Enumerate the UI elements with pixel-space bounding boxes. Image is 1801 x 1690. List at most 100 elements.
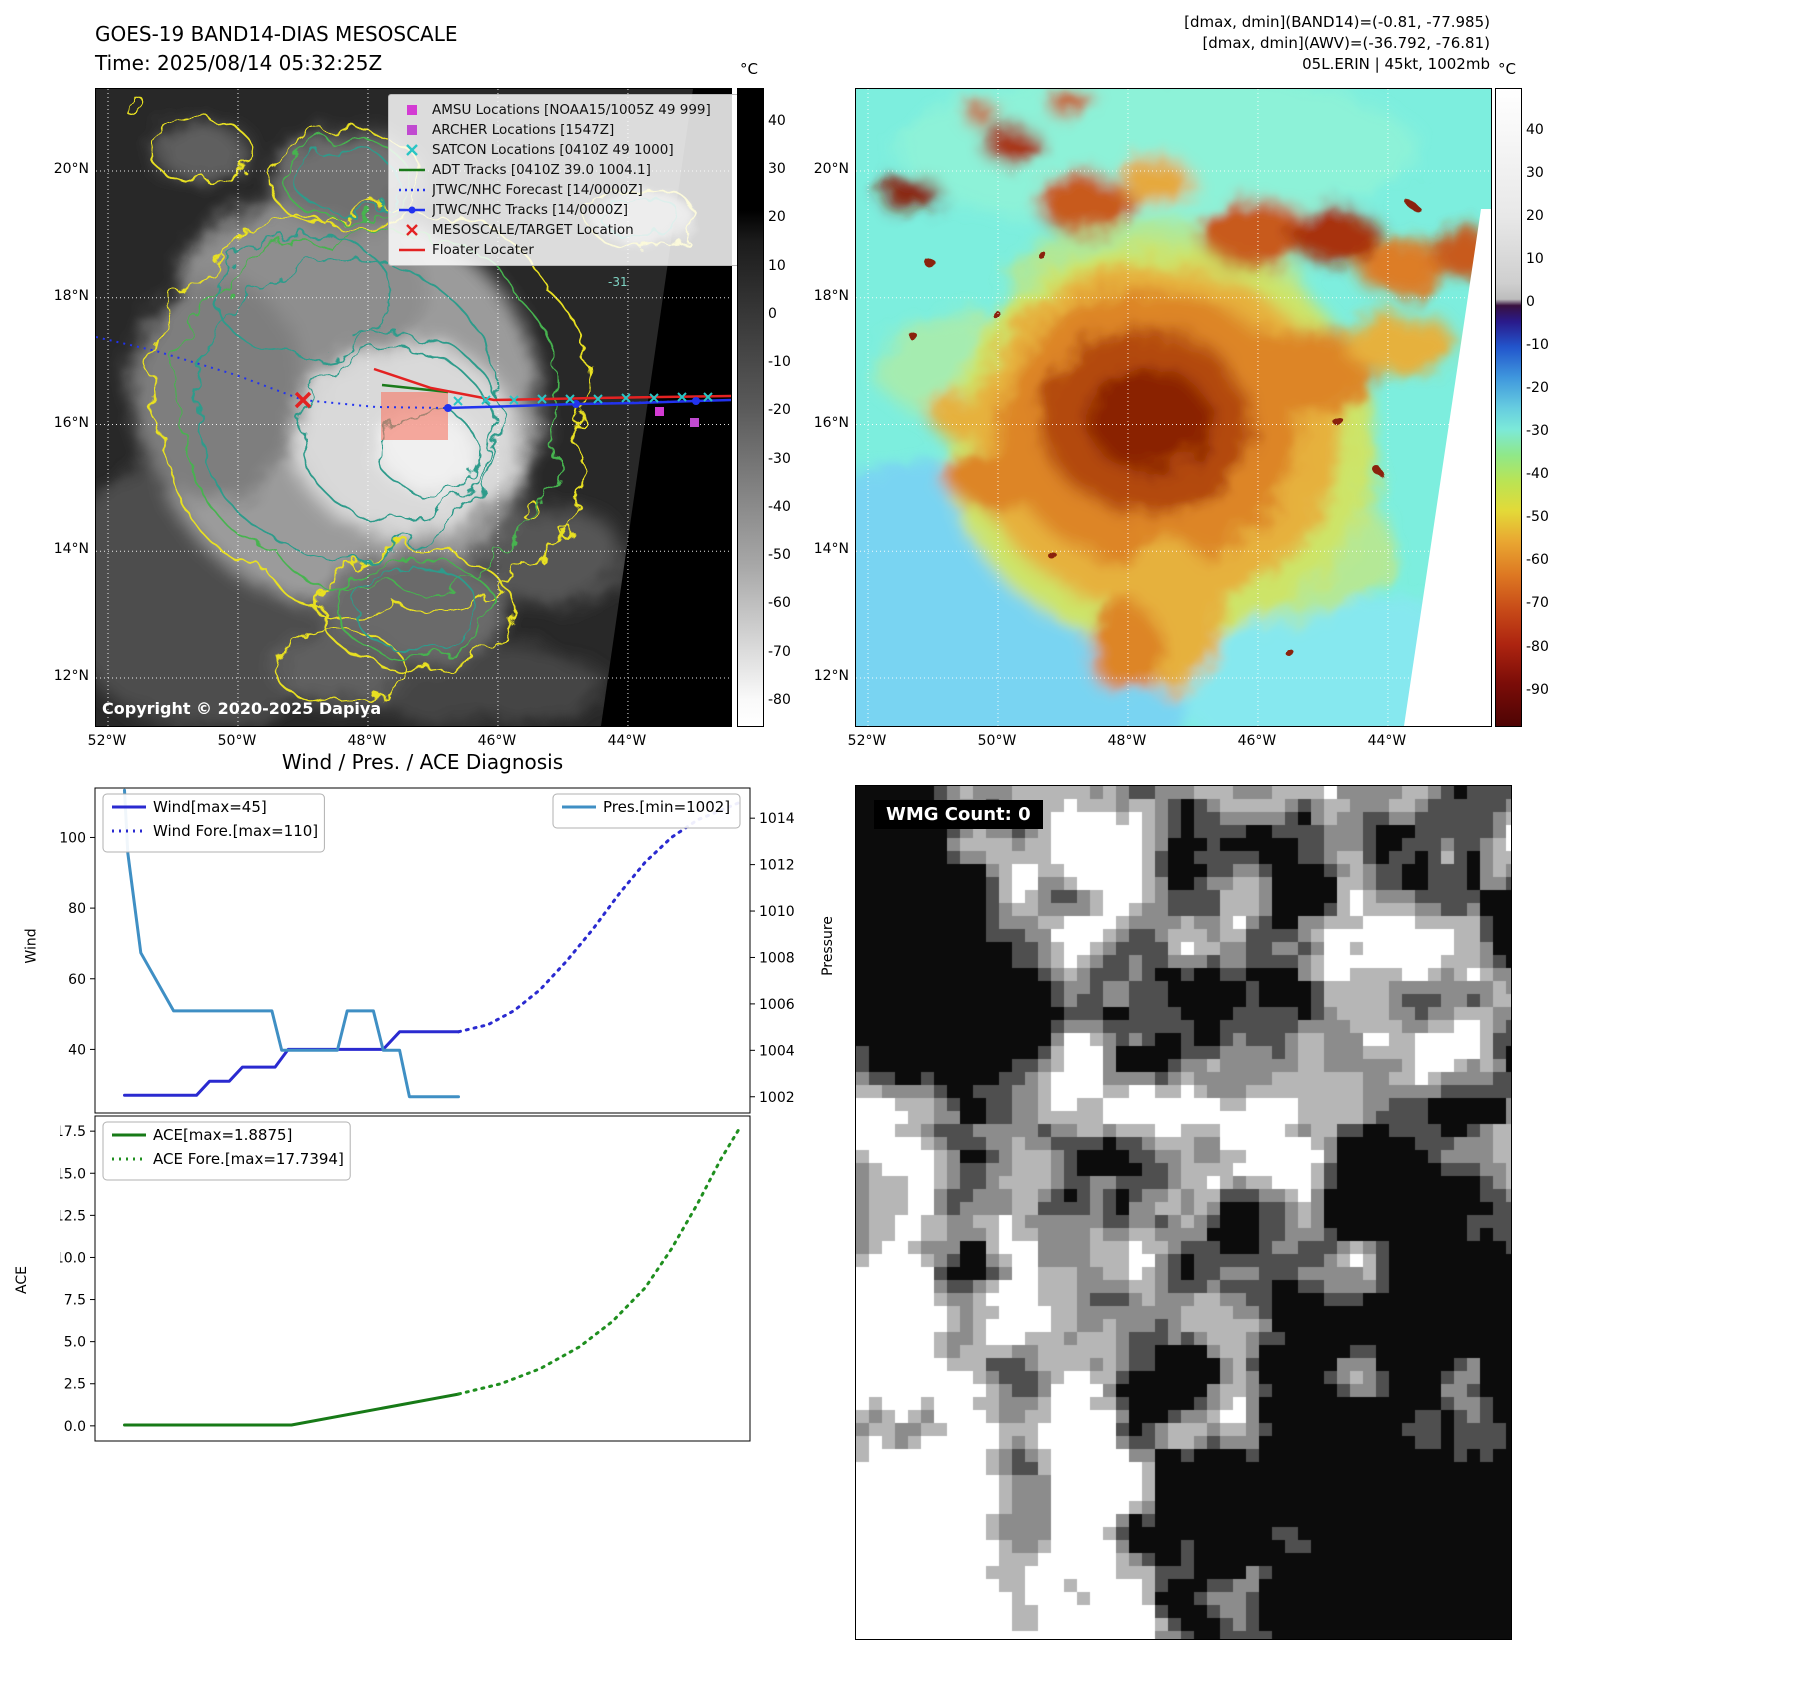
y-tick-label-right: 1004 — [759, 1043, 795, 1059]
colorbar-tick-label: -60 — [1526, 552, 1549, 569]
line-marker-icon — [397, 163, 427, 177]
line-marker-icon — [397, 243, 427, 257]
right-panel-header: [dmax, dmin](BAND14)=(-0.81, -77.985) [d… — [1100, 12, 1490, 75]
chart-legend: Wind[max=45] Wind Fore.[max=110] — [102, 793, 325, 853]
legend-item: SATCON Locations [0410Z 49 1000] — [397, 140, 733, 160]
colorbar-tick-label: 10 — [1526, 251, 1544, 268]
ir-colorbar — [737, 88, 764, 727]
line-marker-marker-icon — [397, 203, 427, 217]
colorbar-tick-label: -80 — [1526, 638, 1549, 655]
enhanced-ir-map — [855, 88, 1492, 727]
warm-speckles — [912, 205, 1420, 653]
legend-item: ADT Tracks [0410Z 39.0 1004.1] — [397, 160, 733, 180]
adt-track — [381, 383, 449, 394]
colorbar-tick-label: 0 — [1526, 294, 1535, 311]
square-marker-icon — [397, 123, 427, 137]
series-1 — [457, 1125, 742, 1396]
ir-satellite-map: AMSU Locations [NOAA15/1005Z 49 999] ARCH… — [95, 88, 742, 727]
scan-edge-white-wedge — [1404, 209, 1491, 726]
floater-track — [373, 367, 731, 402]
legend-item: AMSU Locations [NOAA15/1005Z 49 999] — [397, 100, 733, 120]
legend-label: Wind Fore.[max=110] — [153, 822, 318, 840]
y-tick-label: 12.5 — [60, 1208, 86, 1224]
y-tick-label-right: 1014 — [759, 811, 795, 827]
dmax-dmin-band14: [dmax, dmin](BAND14)=(-0.81, -77.985) — [1184, 13, 1490, 31]
colorbar-tick-label: -70 — [768, 643, 791, 660]
colorbar-tick-label: -30 — [1526, 423, 1549, 440]
map-legend: AMSU Locations [NOAA15/1005Z 49 999] ARCH… — [388, 94, 742, 266]
contour-value-label: -31 — [608, 275, 628, 289]
mesoscale-target-box — [381, 392, 448, 440]
lat-tick-label: 18°N — [813, 287, 849, 304]
timestamp: Time: 2025/08/14 05:32:25Z — [95, 51, 383, 75]
y-tick-label: 0.0 — [64, 1419, 86, 1435]
y-tick-label: 100 — [60, 830, 86, 846]
dotted-line-marker-icon — [397, 183, 427, 197]
colorbar-unit-left: °C — [740, 60, 758, 78]
lon-tick-label: 44°W — [1367, 733, 1407, 749]
y-tick-label: 17.5 — [60, 1124, 86, 1140]
lat-tick-label: 14°N — [813, 541, 849, 558]
y-tick-label: 60 — [68, 972, 86, 988]
legend-label: JTWC/NHC Forecast [14/0000Z] — [432, 182, 643, 198]
dmax-dmin-awv: [dmax, dmin](AWV)=(-36.792, -76.81) — [1202, 34, 1490, 52]
y-tick-label: 10.0 — [60, 1250, 86, 1266]
ace-chart: 0.0 2.5 5.0 7.5 10.0 12.5 15.0 17.5 ACE[max=1.88… — [60, 1115, 751, 1442]
lon-tick-label: 52°W — [87, 733, 127, 749]
legend-label: Wind[max=45] — [153, 798, 267, 816]
chart-legend: Pres.[min=1002] — [552, 793, 741, 829]
legend-item: MESOSCALE/TARGET Location — [397, 220, 733, 240]
enhanced-ir-colorbar — [1495, 88, 1522, 727]
wmg-image — [856, 786, 1511, 1639]
lon-tick-label: 46°W — [1237, 733, 1277, 749]
colorbar-tick-label: -70 — [1526, 595, 1549, 612]
target-x-icon — [294, 391, 312, 409]
legend-label: ADT Tracks [0410Z 39.0 1004.1] — [432, 162, 651, 178]
pressure-axis-label: Pressure — [819, 916, 836, 976]
y-tick-label: 80 — [68, 901, 86, 917]
y-tick-label: 40 — [68, 1042, 86, 1058]
track-point-icon — [444, 404, 452, 412]
archer-marker-icon — [690, 418, 699, 427]
colorbar-tick-label: -10 — [1526, 337, 1549, 354]
colorbar-tick-label: 40 — [1526, 122, 1544, 139]
storm-tracks — [96, 336, 731, 440]
colorbar-tick-label: 30 — [768, 161, 786, 178]
colorbar-tick-label: -90 — [1526, 681, 1549, 698]
colorbar-tick-label: 0 — [768, 305, 777, 322]
legend-item: JTWC/NHC Forecast [14/0000Z] — [397, 180, 733, 200]
lat-tick-label: 14°N — [53, 541, 89, 558]
lon-tick-label: 48°W — [1107, 733, 1147, 749]
legend-label: Floater Locater — [432, 242, 534, 258]
legend-label: Pres.[min=1002] — [603, 798, 730, 816]
lat-tick-label: 20°N — [53, 160, 89, 177]
copyright: Copyright © 2020-2025 Dapiya — [102, 699, 382, 718]
legend-label: SATCON Locations [0410Z 49 1000] — [432, 142, 674, 158]
lon-tick-label: 48°W — [347, 733, 387, 749]
colorbar-tick-label: 10 — [768, 257, 786, 274]
lon-tick-label: 44°W — [607, 733, 647, 749]
y-tick-label-right: 1002 — [759, 1090, 795, 1106]
legend-label: ACE[max=1.8875] — [153, 1126, 292, 1144]
x-marker-icon — [397, 223, 427, 237]
chart-legend: ACE[max=1.8875] ACE Fore.[max=17.7394] — [102, 1121, 351, 1181]
lat-tick-label: 12°N — [813, 668, 849, 685]
y-tick-label-right: 1012 — [759, 858, 795, 874]
colorbar-tick-label: -50 — [1526, 509, 1549, 526]
legend-item: ARCHER Locations [1547Z] — [397, 120, 733, 140]
lon-tick-label: 50°W — [977, 733, 1017, 749]
legend-item: JTWC/NHC Tracks [14/0000Z] — [397, 200, 733, 220]
y-tick-label-right: 1006 — [759, 997, 795, 1013]
chart-title: Wind / Pres. / ACE Diagnosis — [281, 750, 564, 774]
y-tick-label: 5.0 — [64, 1335, 86, 1351]
wmg-panel: WMG Count: 0 — [855, 785, 1512, 1640]
satcon-x-markers — [453, 392, 713, 406]
x-marker-icon — [397, 143, 427, 157]
series-0 — [123, 1030, 460, 1097]
lat-tick-label: 12°N — [53, 668, 89, 685]
colorbar-tick-label: -20 — [768, 402, 791, 419]
storm-id-intensity: 05L.ERIN | 45kt, 1002mb — [1302, 55, 1490, 73]
colorbar-tick-label: -80 — [768, 691, 791, 708]
legend-label: AMSU Locations [NOAA15/1005Z 49 999] — [432, 102, 711, 118]
